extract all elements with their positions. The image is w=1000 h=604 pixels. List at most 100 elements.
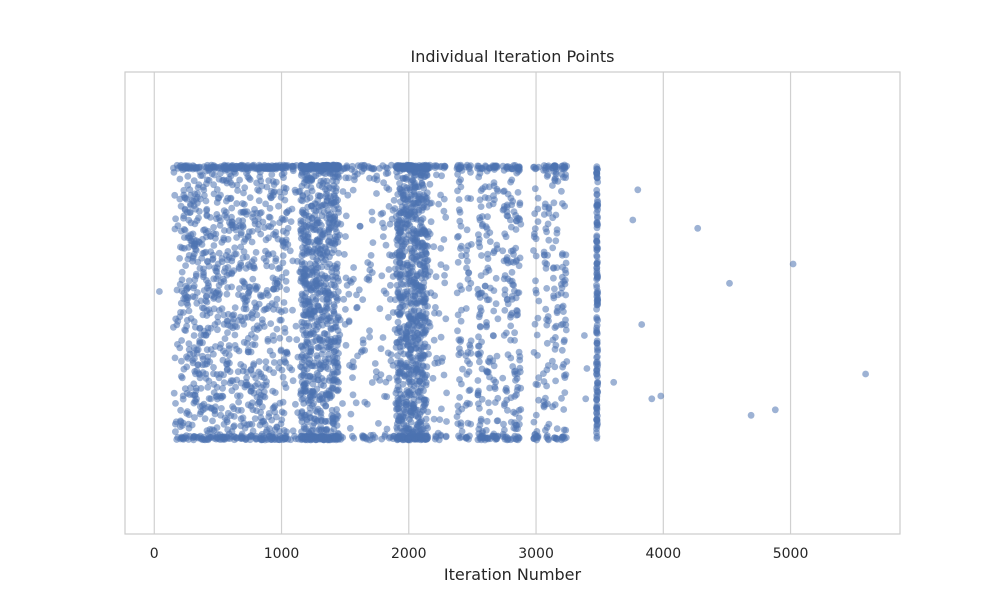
data-point (251, 415, 259, 422)
data-point (190, 236, 198, 244)
data-point (544, 400, 551, 408)
data-point (386, 296, 394, 303)
data-point (648, 395, 656, 403)
data-point (771, 406, 779, 414)
data-point (466, 386, 474, 394)
data-point (535, 374, 543, 382)
data-point (300, 221, 308, 229)
data-point (593, 395, 601, 403)
data-point (202, 248, 210, 256)
data-point (335, 249, 342, 257)
data-point (415, 346, 423, 354)
data-point (302, 165, 310, 173)
data-point (486, 238, 494, 246)
data-point (283, 209, 291, 217)
data-point (553, 309, 561, 317)
data-point (550, 199, 558, 207)
data-point (359, 296, 367, 303)
data-point (455, 232, 462, 240)
data-point (507, 178, 514, 186)
data-point (214, 313, 222, 321)
data-point (560, 406, 568, 413)
data-point (265, 234, 272, 242)
data-point (558, 187, 565, 195)
data-point (509, 435, 517, 442)
data-point (552, 322, 560, 330)
data-point (207, 233, 215, 240)
data-point (464, 194, 472, 202)
data-point (262, 200, 269, 208)
data-point (543, 424, 551, 431)
data-point (224, 329, 231, 336)
data-point (397, 390, 404, 398)
data-point (285, 335, 293, 343)
data-point (403, 323, 411, 330)
data-point (359, 434, 367, 442)
data-point (232, 250, 240, 258)
data-point (286, 364, 294, 372)
data-point (329, 377, 336, 384)
data-point (503, 388, 511, 395)
data-point (258, 182, 266, 190)
data-point (534, 314, 542, 322)
data-point (239, 292, 246, 300)
data-point (440, 371, 448, 379)
data-point (228, 283, 236, 291)
data-point (231, 304, 239, 311)
data-point (271, 279, 279, 287)
data-point (389, 362, 397, 369)
data-point (321, 230, 329, 237)
data-point (593, 169, 601, 177)
data-point (355, 286, 363, 294)
data-point (465, 285, 473, 292)
data-point (442, 315, 450, 323)
data-point (238, 164, 246, 172)
data-point (409, 357, 416, 364)
data-point (213, 186, 221, 193)
data-point (463, 226, 471, 234)
data-point (552, 237, 560, 245)
data-point (474, 285, 482, 293)
data-point (359, 336, 367, 344)
x-axis-label: Iteration Number (443, 565, 582, 584)
data-point (394, 173, 401, 181)
data-point (276, 264, 284, 272)
data-point (514, 311, 521, 319)
data-point (342, 174, 350, 182)
data-point (373, 172, 381, 180)
data-point (593, 314, 601, 321)
data-point (394, 426, 401, 434)
data-point (431, 292, 438, 299)
data-point (455, 196, 463, 203)
data-point (499, 247, 507, 255)
data-point (342, 274, 350, 282)
data-point (405, 162, 412, 169)
data-point (268, 171, 276, 179)
data-point (301, 413, 308, 421)
data-point (330, 308, 338, 316)
data-point (234, 392, 241, 400)
data-point (156, 288, 163, 295)
data-point (239, 217, 247, 225)
data-point (238, 317, 246, 325)
data-point (397, 237, 404, 245)
data-point (266, 204, 274, 212)
data-point (208, 170, 216, 178)
plot-frame (124, 71, 901, 535)
data-point (324, 304, 331, 312)
data-point (245, 348, 252, 356)
data-point (315, 303, 322, 311)
data-point (233, 165, 240, 172)
x-gridlines (153, 72, 792, 534)
data-point (282, 269, 290, 277)
data-point (532, 252, 540, 260)
data-point (490, 332, 497, 340)
data-point (493, 241, 501, 249)
data-point (369, 216, 376, 224)
data-point (177, 373, 185, 380)
data-point (192, 270, 200, 278)
data-point (172, 215, 180, 223)
data-point (220, 207, 228, 215)
data-point (431, 164, 439, 172)
